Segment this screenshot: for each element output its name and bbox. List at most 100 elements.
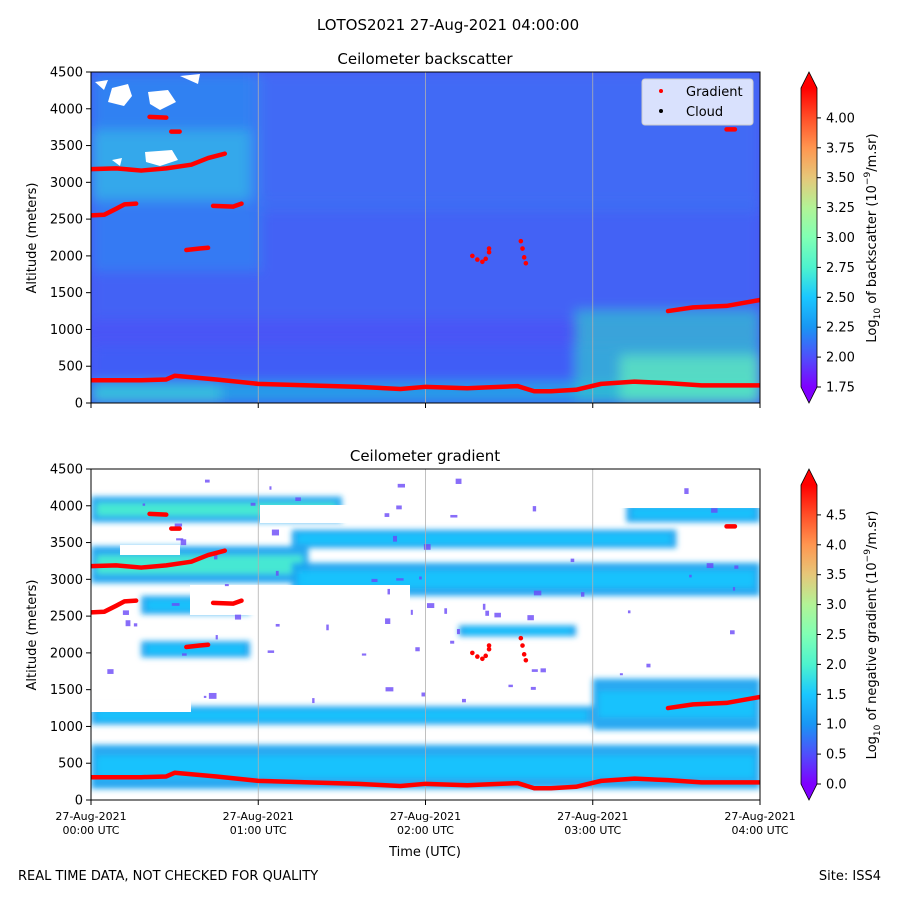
backscatter-gridlines <box>257 72 594 403</box>
noise-speck <box>494 612 501 618</box>
noise-speck <box>533 590 542 596</box>
colorbar-tick-label: 3.75 <box>826 141 855 156</box>
y-tick-label: 0 <box>75 794 83 809</box>
noise-speck <box>684 488 689 495</box>
site-label: Site: ISS4 <box>818 869 881 884</box>
backscatter-x-axis <box>90 403 761 408</box>
noise-speck <box>619 673 623 676</box>
noise-speck <box>275 570 279 576</box>
noise-speck <box>180 539 187 546</box>
quality-disclaimer: REAL TIME DATA, NOT CHECKED FOR QUALITY <box>18 869 319 884</box>
gradient-point <box>480 656 485 662</box>
legend-gradient-marker <box>659 89 663 93</box>
gradient-layer-trace <box>665 694 760 711</box>
y-tick-label: 3000 <box>50 573 83 588</box>
noise-speck <box>312 698 315 704</box>
y-tick-label: 2000 <box>50 249 83 264</box>
noise-speck <box>214 554 218 560</box>
noise-speck <box>419 576 422 580</box>
colorbar-tick-label: 4.00 <box>826 111 855 126</box>
colorbar-tick-label: 3.0 <box>826 598 847 613</box>
noise-speck <box>385 687 394 692</box>
noise-speck <box>580 592 585 597</box>
noise-speck <box>107 669 114 674</box>
y-tick-label: 4500 <box>50 463 83 478</box>
backscatter-ylabel: Altitude (meters) <box>25 183 40 294</box>
noise-speck <box>531 669 538 672</box>
gradient-y-axis: 0 500 1000 1500 2000 2500 3000 3500 4000 4500 <box>50 463 91 809</box>
noise-speck <box>421 692 426 697</box>
x-tick-label: 27-Aug-2021 <box>55 810 126 823</box>
colorbar-tick-label: 1.0 <box>826 718 847 733</box>
noise-speck <box>732 587 736 591</box>
gradient-point <box>518 238 524 244</box>
x-tick-label: 01:00 UTC <box>230 824 287 837</box>
noise-speck <box>267 650 275 653</box>
gradient-layer-trace <box>91 548 228 570</box>
gradient-title: Ceilometer gradient <box>350 447 500 465</box>
noise-speck <box>361 653 367 656</box>
noise-speck <box>234 614 242 620</box>
colorbar-tick-label: 2.25 <box>826 321 855 336</box>
y-tick-label: 500 <box>58 757 83 772</box>
backscatter-colorbar-label: Log10 of backscatter (10−9/m.sr) <box>863 133 883 342</box>
noise-speck <box>387 588 390 595</box>
y-tick-label: 1000 <box>50 323 83 338</box>
noise-speck <box>397 483 405 488</box>
backscatter-panel: Ceilometer backscatter <box>25 50 883 412</box>
gradient-layer-trace <box>91 151 228 173</box>
noise-speck <box>450 514 458 518</box>
noise-speck <box>646 663 651 668</box>
gradient-point <box>523 657 529 663</box>
gradient-layer-trace <box>665 297 760 314</box>
noise-speck <box>456 629 460 635</box>
noise-speck <box>508 684 513 688</box>
gradient-heatmap <box>91 469 760 800</box>
gradient-colorbar: 0.0 0.5 1.0 1.5 2.0 2.5 3.0 3.5 4.0 4.5 Log10 of … <box>800 468 883 801</box>
noise-speck <box>423 544 431 550</box>
suptitle: LOTOS2021 27-Aug-2021 04:00:00 <box>317 16 579 34</box>
y-tick-label: 3000 <box>50 176 83 191</box>
gradient-layer-trace <box>210 201 244 209</box>
noise-speck <box>627 610 631 614</box>
gradient-layer-trace <box>91 770 760 791</box>
noise-speck <box>706 563 714 569</box>
noise-speck <box>224 584 229 587</box>
noise-speck <box>570 558 575 563</box>
backscatter-colorbar-low-extend <box>801 387 817 403</box>
gradient-band-core <box>97 710 587 721</box>
gradient-gaps <box>91 485 760 712</box>
legend: Gradient Cloud <box>641 78 754 126</box>
noise-speck <box>203 695 207 698</box>
noise-speck <box>392 535 398 542</box>
backscatter-gradient-points <box>91 114 760 394</box>
noise-speck <box>450 640 455 644</box>
backscatter-colorbar: 1.75 2.00 2.25 2.50 2.75 3.00 3.25 3.50 3.75 4.00… <box>800 71 883 404</box>
noise-speck <box>396 578 404 581</box>
noise-speck <box>730 630 735 635</box>
x-tick-label: 27-Aug-2021 <box>557 810 628 823</box>
noise-speck <box>326 624 329 631</box>
gradient-point <box>521 652 527 657</box>
noise-speck <box>540 668 546 673</box>
colorbar-tick-label: 0.5 <box>826 748 847 763</box>
colorbar-tick-label: 2.0 <box>826 658 847 673</box>
colorbar-tick-label: 3.5 <box>826 568 847 583</box>
gradient-point <box>486 643 492 648</box>
x-tick-label: 27-Aug-2021 <box>724 810 795 823</box>
noise-speck <box>133 623 138 627</box>
colorbar-tick-label: 1.75 <box>826 381 855 396</box>
y-tick-label: 4500 <box>50 66 83 81</box>
noise-speck <box>444 608 448 614</box>
gradient-layer-trace <box>91 201 139 218</box>
noise-speck <box>275 623 280 627</box>
gradient-point <box>486 646 492 652</box>
gradient-band-core <box>147 645 244 654</box>
gradient-point <box>475 654 480 659</box>
noise-speck <box>426 603 435 609</box>
legend-cloud-label: Cloud <box>686 105 723 120</box>
gradient-point <box>523 260 529 266</box>
gradient-point <box>470 650 475 656</box>
